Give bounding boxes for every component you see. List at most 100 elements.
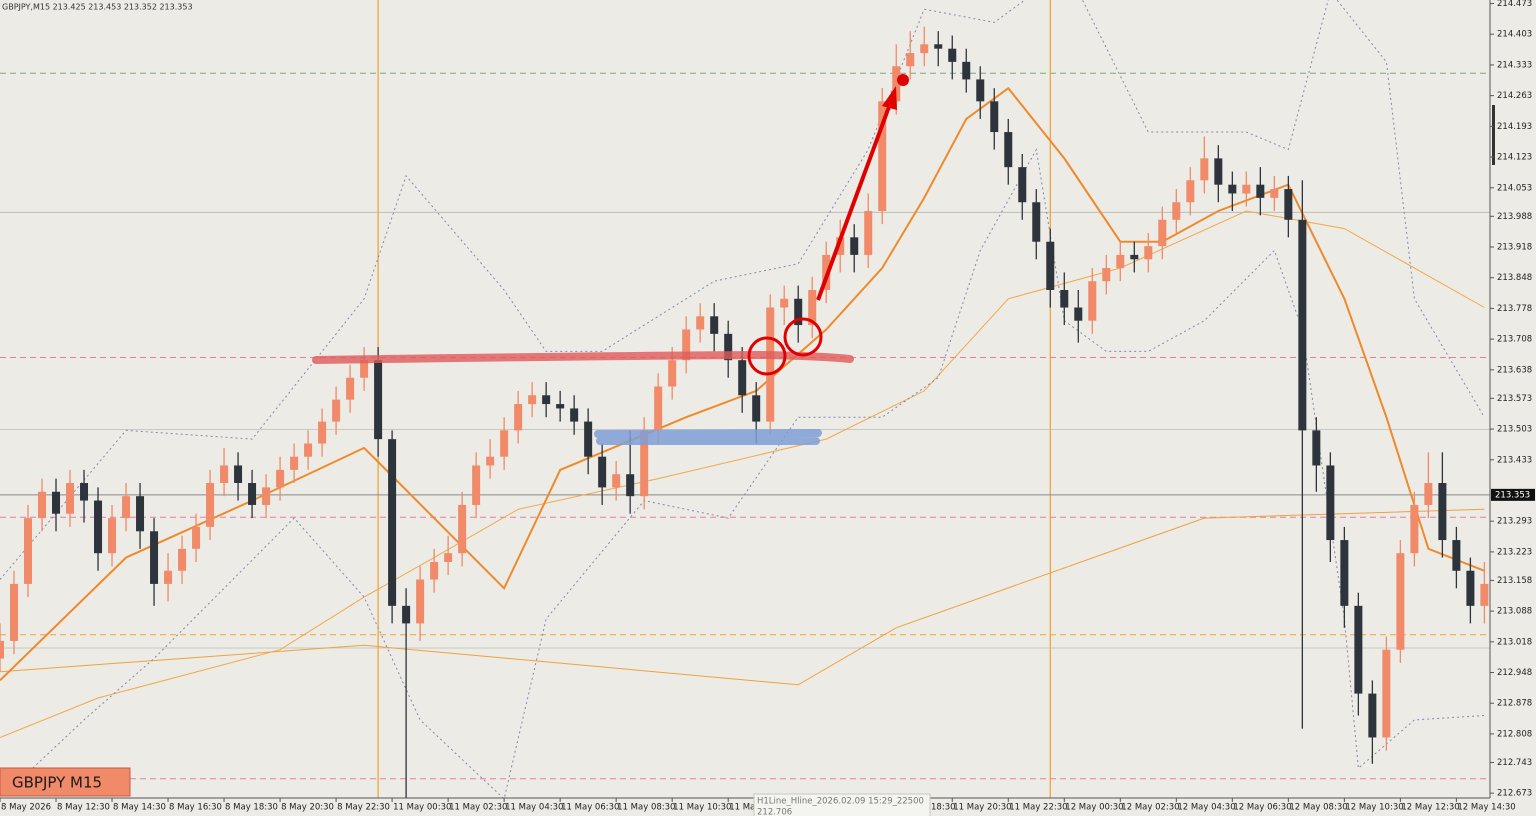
candle-body — [542, 395, 551, 405]
x-tick-label: 12 May 14:30 — [1457, 803, 1515, 813]
candle-body — [1382, 649, 1391, 738]
y-tick-label: 212.878 — [1497, 699, 1532, 709]
candle-body — [1046, 241, 1055, 290]
candle-body — [1200, 158, 1209, 181]
candle-body — [318, 421, 327, 444]
y-tick-label: 214.263 — [1497, 91, 1532, 101]
x-tick-label: 11 May 08:30 — [617, 803, 675, 813]
candle-body — [1466, 570, 1475, 606]
x-tick-label: 12 May 02:30 — [1121, 803, 1179, 813]
x-tick-label: 8 May 16:30 — [169, 803, 222, 813]
y-tick-label: 213.918 — [1497, 242, 1532, 252]
y-tick-label: 213.293 — [1497, 517, 1532, 527]
y-tick-label: 213.223 — [1497, 547, 1532, 557]
candle-body — [1256, 184, 1265, 198]
candle-body — [1158, 219, 1167, 247]
circle-mark — [747, 336, 787, 376]
candle-body — [10, 583, 19, 641]
x-tick-label: 11 May 20:30 — [953, 803, 1011, 813]
candle-body — [1144, 246, 1153, 260]
candle-body — [934, 44, 943, 49]
candle-body — [584, 421, 593, 457]
candle-body — [248, 483, 257, 505]
candle-body — [416, 579, 425, 624]
candle-body — [276, 469, 285, 488]
candle-body — [192, 526, 201, 549]
x-tick-label: 12 May 12:30 — [1401, 803, 1459, 813]
x-tick-label: 12 May 06:30 — [1233, 803, 1291, 813]
y-tick-label: 214.403 — [1497, 30, 1532, 40]
y-tick-label: 214.123 — [1497, 153, 1532, 163]
tooltip-name: H1Line_Hline_2026.02.09 15:29_22500 — [757, 797, 924, 807]
candle-body — [178, 548, 187, 571]
indicator-line — [0, 508, 1485, 686]
y-tick-label: 213.503 — [1497, 425, 1532, 435]
y-tick-label: 214.053 — [1497, 183, 1532, 193]
target-dot — [897, 74, 909, 86]
annotations — [312, 74, 909, 445]
candle-body — [948, 48, 957, 62]
x-tick-label: 12 May 04:30 — [1177, 803, 1235, 813]
badge-box — [0, 767, 131, 797]
candle-body — [514, 404, 523, 431]
candle-body — [612, 474, 621, 488]
candle-body — [360, 360, 369, 378]
candle-body — [458, 504, 467, 554]
y-tick-label: 212.808 — [1497, 729, 1532, 739]
indicator-line — [0, 210, 1485, 738]
candle-body — [1074, 307, 1083, 321]
y-tick-label: 212.673 — [1497, 789, 1532, 799]
candle-body — [1242, 184, 1251, 194]
x-tick-label: 8 May 18:30 — [225, 803, 278, 813]
candle-body — [1354, 605, 1363, 694]
candle-body — [794, 298, 803, 326]
x-tick-label: 11 May 00:30 — [393, 803, 451, 813]
candle-body — [1298, 219, 1307, 431]
candle-body — [206, 483, 215, 527]
y-tick-label: 214.193 — [1497, 122, 1532, 132]
x-tick-label: 12 May 10:30 — [1345, 803, 1403, 813]
y-tick-label: 213.708 — [1497, 335, 1532, 345]
candle-body — [122, 496, 131, 519]
current-price-label: 213.353 — [1495, 490, 1530, 500]
candle-body — [1116, 254, 1125, 269]
candle-body — [290, 456, 299, 470]
x-tick-label: 8 May 22:30 — [337, 803, 390, 813]
candle-body — [598, 456, 607, 488]
x-tick-label: 12 May 00:30 — [1065, 803, 1123, 813]
y-tick-label: 213.573 — [1497, 394, 1532, 404]
candle-body — [766, 307, 775, 422]
candle-body — [1186, 180, 1195, 203]
y-tick-label: 214.473 — [1497, 0, 1532, 9]
candle-body — [80, 483, 89, 501]
x-tick-label: 11 May 02:30 — [449, 803, 507, 813]
candle-body — [920, 44, 929, 54]
candle-body — [1088, 281, 1097, 321]
tooltip: H1Line_Hline_2026.02.09 15:29_22500 212.… — [753, 793, 931, 816]
candle-body — [1340, 540, 1349, 606]
candle-body — [1410, 504, 1419, 554]
x-tick-label: 8 May 14:30 — [113, 803, 166, 813]
candle-body — [94, 500, 103, 554]
x-tick-label: 12 May 08:30 — [1289, 803, 1347, 813]
candle-body — [444, 553, 453, 562]
current-price-box — [1491, 488, 1535, 501]
candle-body — [864, 211, 873, 255]
candle-body — [808, 289, 817, 326]
candle-body — [710, 316, 719, 334]
candle-body — [780, 298, 789, 308]
candle-body — [402, 605, 411, 624]
candle-body — [682, 329, 691, 361]
candle-body — [1060, 289, 1069, 308]
y-axis-panel — [1490, 0, 1536, 816]
candle-body — [892, 66, 901, 102]
candle-body — [878, 101, 887, 212]
candle-body — [1018, 167, 1027, 203]
x-tick-label: 11 May 10:30 — [673, 803, 731, 813]
arrow — [816, 103, 892, 301]
candle-body — [304, 443, 313, 457]
candle-body — [164, 570, 173, 584]
y-tick-label: 213.638 — [1497, 365, 1532, 375]
candle-body — [500, 430, 509, 457]
